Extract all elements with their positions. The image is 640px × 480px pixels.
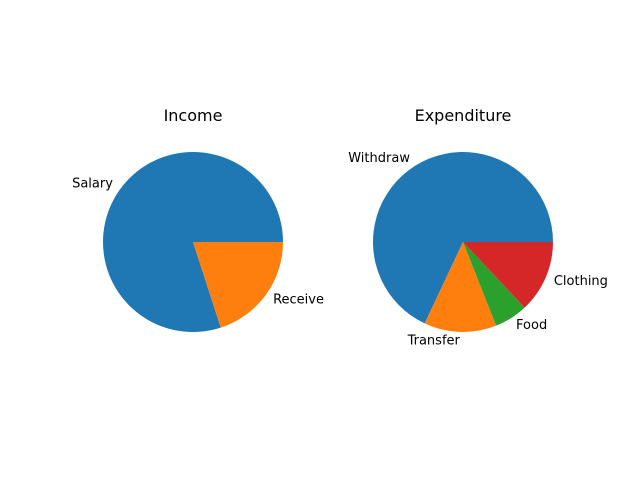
pie-slice-label-withdraw: Withdraw [348, 151, 410, 166]
pie-slice-withdraw [372, 152, 553, 324]
expenditure-chart-title: Expenditure [415, 106, 512, 125]
income-slice-labels: Salary Receive [72, 176, 324, 307]
income-slices [103, 152, 283, 332]
income-chart-title: Income [164, 106, 223, 125]
pie-slice-label-salary: Salary [72, 176, 113, 191]
pie-slice-food [463, 242, 525, 326]
pie-slice-clothing [463, 242, 553, 308]
income-pie-chart: Income Salary Receive [72, 106, 324, 332]
pie-slice-transfer [424, 242, 497, 332]
pie-slice-label-transfer: Transfer [407, 333, 461, 348]
pie-slice-label-food: Food [516, 318, 547, 333]
expenditure-pie-chart: Expenditure Withdraw Transfer Food Clothing [348, 106, 608, 348]
expenditure-slices [372, 152, 553, 332]
expenditure-slice-labels: Withdraw Transfer Food Clothing [348, 151, 608, 349]
pie-slice-label-clothing: Clothing [554, 274, 608, 289]
pie-slice-receive [193, 242, 283, 328]
pie-slice-label-receive: Receive [273, 293, 324, 308]
